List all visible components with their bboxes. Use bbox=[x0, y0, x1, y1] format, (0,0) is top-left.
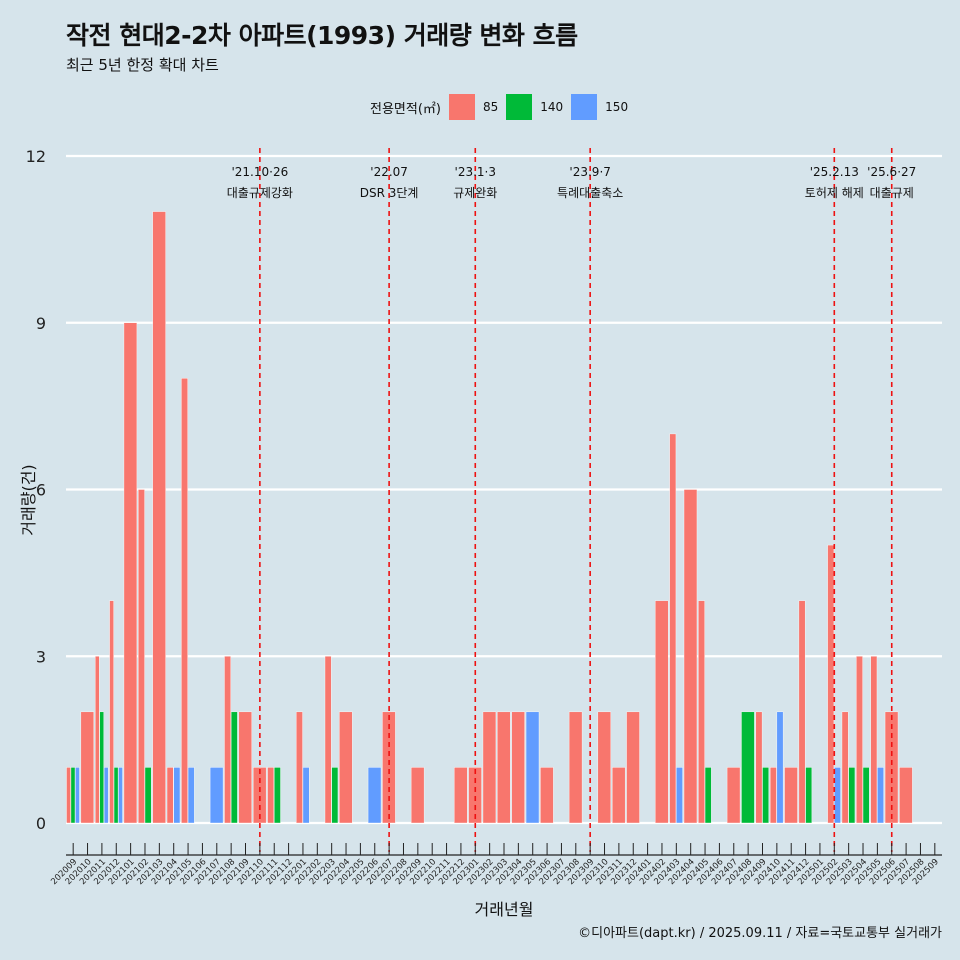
legend-swatch-140 bbox=[506, 94, 533, 120]
legend-title: 전용면적(㎡) bbox=[370, 101, 441, 117]
event-date-label: '23.9·7 bbox=[569, 165, 610, 179]
bar-85-202409 bbox=[755, 711, 763, 824]
bar-150-202201 bbox=[302, 767, 310, 824]
bar-85-202101 bbox=[123, 322, 138, 824]
y-tick-label: 0 bbox=[36, 814, 46, 833]
y-tick-label: 12 bbox=[26, 147, 46, 166]
bar-85-202405 bbox=[698, 600, 705, 824]
bar-140-202503 bbox=[848, 767, 856, 824]
event-date-label: '22.07 bbox=[370, 165, 408, 179]
bar-85-202009 bbox=[66, 767, 71, 824]
y-tick-label: 9 bbox=[36, 314, 46, 333]
legend: 전용면적(㎡) 85 140 150 bbox=[370, 92, 636, 122]
bar-85-202407 bbox=[726, 767, 741, 824]
bar-85-202109 bbox=[238, 711, 252, 824]
bar-85-202104 bbox=[166, 767, 174, 824]
bar-150-202104 bbox=[173, 767, 181, 824]
bar-140-202412 bbox=[805, 767, 813, 824]
bar-85-202503 bbox=[841, 711, 849, 824]
legend-label-150: 150 bbox=[605, 100, 629, 114]
bar-85-202507 bbox=[899, 767, 913, 824]
legend-label-140: 140 bbox=[540, 100, 564, 114]
bar-150-202305 bbox=[525, 711, 540, 824]
event-name-label: 대출규제 bbox=[870, 186, 914, 200]
bar-85-202105 bbox=[181, 378, 188, 824]
bar-85-202011 bbox=[95, 656, 100, 824]
bar-150-202009 bbox=[75, 767, 80, 824]
event-name-label: 대출규제강화 bbox=[227, 186, 293, 200]
event-date-label: '23.1·3 bbox=[455, 165, 496, 179]
bar-140-202409 bbox=[762, 767, 769, 824]
bar-85-202502 bbox=[827, 544, 835, 824]
chart-title: 작전 현대2-2차 아파트(1993) 거래량 변화 흐름 bbox=[66, 21, 578, 50]
bar-85-202402 bbox=[655, 600, 669, 824]
legend-label-85: 85 bbox=[482, 100, 499, 114]
event-name-label: 토허제 해제 bbox=[805, 186, 864, 200]
bar-85-202103 bbox=[152, 211, 166, 824]
legend-item-150: 150 bbox=[571, 94, 628, 120]
y-axis-title: 거래량(건) bbox=[19, 464, 38, 535]
bar-85-202412 bbox=[798, 600, 806, 824]
legend-item-140: 140 bbox=[506, 94, 563, 120]
bar-85-202310 bbox=[597, 711, 612, 824]
bar-85-202111 bbox=[267, 767, 275, 824]
event-name-label: DSR 3단계 bbox=[360, 186, 419, 200]
event-date-label: '25.2.13 bbox=[810, 165, 859, 179]
bar-140-202012 bbox=[113, 767, 119, 824]
bar-140-202408 bbox=[741, 711, 755, 824]
bar-85-202504 bbox=[856, 656, 863, 824]
bar-140-202504 bbox=[862, 767, 870, 824]
bar-150-202105 bbox=[187, 767, 195, 824]
bar-140-202102 bbox=[144, 767, 152, 824]
y-tick-label: 3 bbox=[36, 647, 46, 666]
source-caption: ©디아파트(dapt.kr) / 2025.09.11 / 자료=국토교통부 실… bbox=[578, 926, 942, 941]
x-axis-title: 거래년월 bbox=[475, 900, 534, 919]
bar-85-202012 bbox=[109, 600, 114, 824]
event-date-label: '21.10·26 bbox=[231, 165, 288, 179]
legend-swatch-150 bbox=[571, 94, 598, 120]
event-name-label: 특례대출축소 bbox=[557, 186, 623, 200]
bar-140-202108 bbox=[230, 711, 238, 824]
bar-85-202410 bbox=[769, 767, 777, 824]
bar-140-202111 bbox=[274, 767, 281, 824]
bar-85-202212 bbox=[454, 767, 468, 824]
bar-85-202010 bbox=[80, 711, 95, 824]
bar-150-202206 bbox=[367, 767, 382, 824]
event-name-label: 규제완화 bbox=[453, 186, 497, 200]
legend-swatch-85 bbox=[448, 94, 475, 120]
bar-85-202403 bbox=[669, 433, 677, 824]
bar-150-202011 bbox=[103, 767, 109, 824]
bar-85-202311 bbox=[612, 767, 626, 824]
bar-85-202302 bbox=[482, 711, 497, 824]
bar-85-202411 bbox=[784, 767, 798, 824]
bar-85-202201 bbox=[296, 711, 303, 824]
bar-140-202009 bbox=[70, 767, 76, 824]
bar-85-202203 bbox=[324, 656, 332, 824]
bar-150-202410 bbox=[776, 711, 784, 824]
bar-85-202204 bbox=[339, 711, 353, 824]
y-tick-label: 6 bbox=[36, 481, 46, 500]
bar-150-202107 bbox=[209, 767, 224, 824]
legend-item-85: 85 bbox=[448, 94, 499, 120]
bar-85-202306 bbox=[540, 767, 554, 824]
bar-85-202209 bbox=[410, 767, 425, 824]
bar-85-202102 bbox=[138, 489, 145, 824]
bar-85-202108 bbox=[224, 656, 231, 824]
bar-140-202011 bbox=[99, 711, 104, 824]
event-date-label: '25.6·27 bbox=[867, 165, 916, 179]
bar-85-202304 bbox=[511, 711, 525, 824]
bar-140-202405 bbox=[704, 767, 712, 824]
bar-85-202404 bbox=[683, 489, 698, 824]
bar-85-202303 bbox=[497, 711, 511, 824]
bar-85-202312 bbox=[626, 711, 640, 824]
chart-subtitle: 최근 5년 한정 확대 차트 bbox=[66, 56, 219, 74]
bar-150-202502 bbox=[834, 767, 841, 824]
bar-85-202308 bbox=[568, 711, 583, 824]
bar-150-202505 bbox=[877, 767, 884, 824]
bar-150-202012 bbox=[118, 767, 123, 824]
bar-140-202203 bbox=[331, 767, 339, 824]
bar-85-202505 bbox=[870, 656, 878, 824]
bar-150-202403 bbox=[676, 767, 683, 824]
